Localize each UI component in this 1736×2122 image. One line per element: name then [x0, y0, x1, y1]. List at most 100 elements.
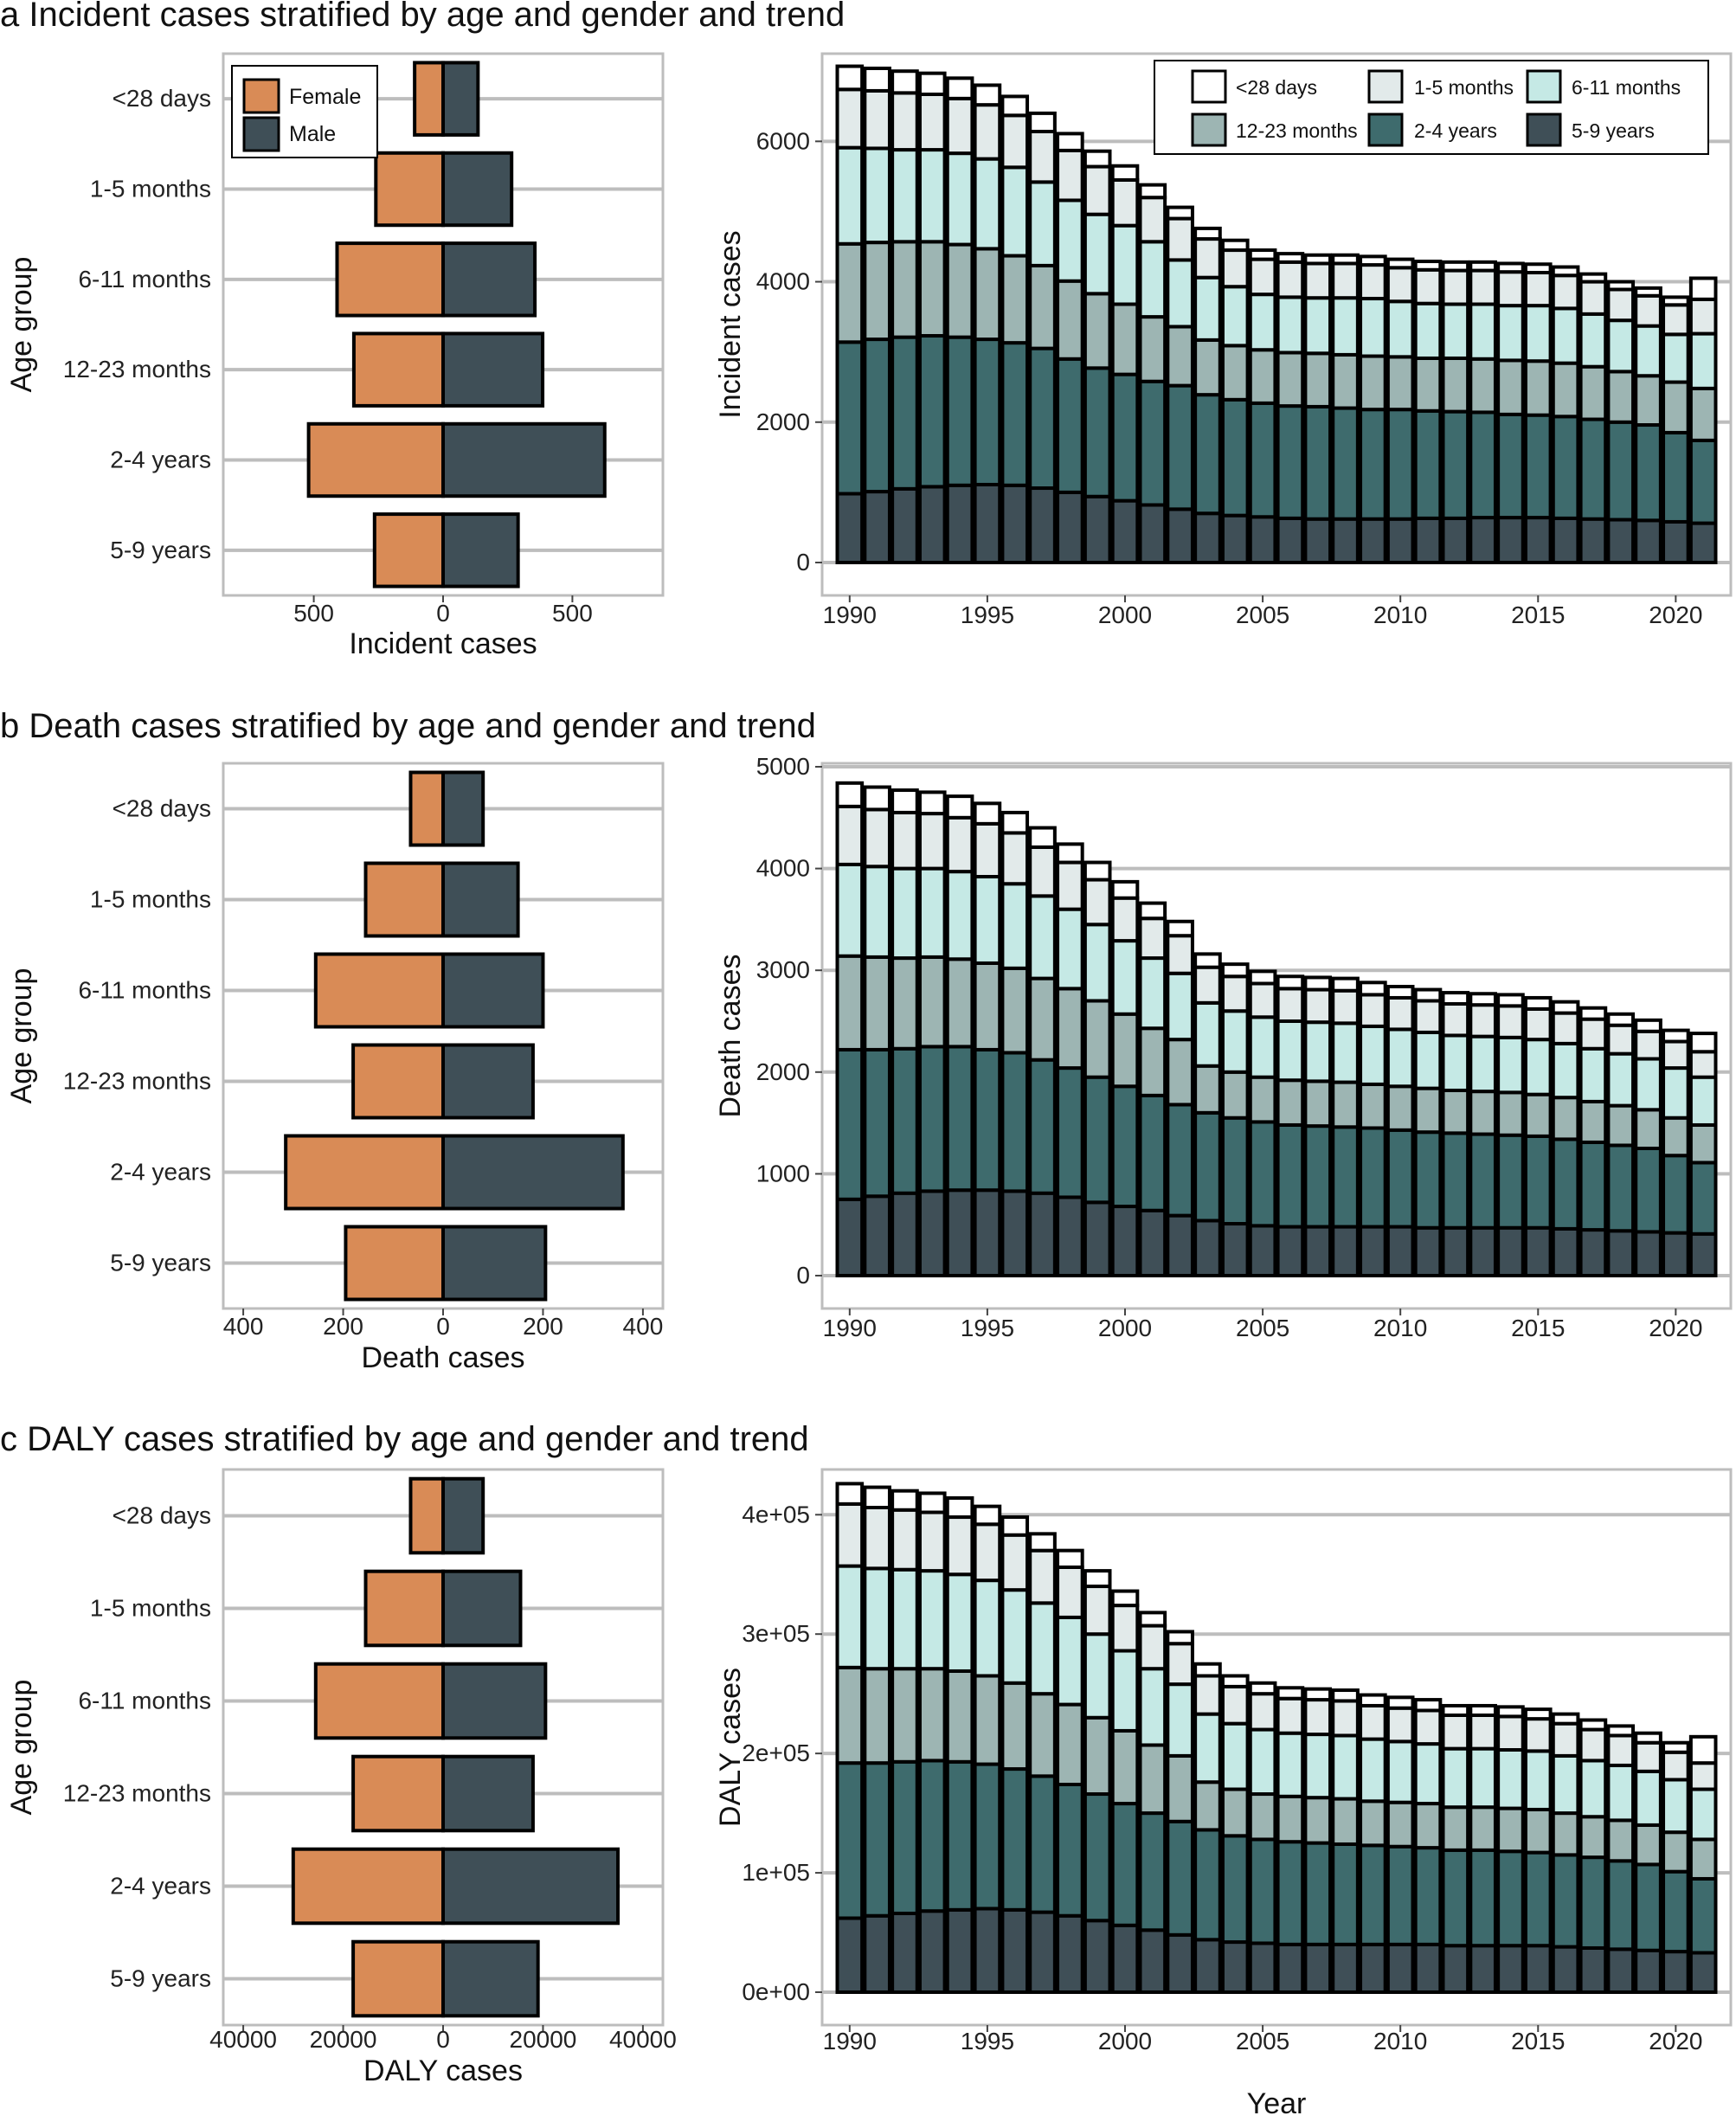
b-trend-bar-2004-2-4-years [1220, 1116, 1250, 1226]
b-trend-bar-2010-1-5-months [1386, 995, 1415, 1032]
b-trend-xtick-label: 1990 [823, 1315, 877, 1341]
b-trend-bar-1994-12-23-months [945, 957, 974, 1049]
c-trend-bar-1995-2-4-years [973, 1762, 1002, 1911]
a-trend-ytick-label: 6000 [756, 127, 810, 154]
c-trend-bar-2020-12-23-months [1662, 1830, 1690, 1874]
c-trend-bar-1996-12-23-months [1000, 1681, 1030, 1772]
b-pyramid-bar-female-lt28-days [408, 770, 445, 847]
b-trend-bar-2014-lt28-days [1496, 993, 1525, 1008]
b-trend-bar-2003-2-4-years [1193, 1110, 1222, 1223]
b-trend-bar-2006-6-11-months [1276, 1019, 1305, 1083]
b-trend-bar-2016-2-4-years [1551, 1137, 1580, 1231]
c-trend-ytick-label: 2e+05 [742, 1739, 810, 1766]
c-trend-bar-1994-1-5-months [945, 1515, 974, 1577]
b-trend-bar-2006-12-23-months [1276, 1078, 1305, 1127]
b-trend-bar-2008-6-11-months [1331, 1021, 1360, 1084]
b-pyramid-bar-female-1-5-months [363, 861, 446, 938]
b-trend-bar-2020-6-11-months [1662, 1066, 1690, 1120]
a-trend-bar-2001-12-23-months [1138, 315, 1167, 383]
a-trend-bar-2001-5-9-years [1138, 503, 1167, 564]
a-trend-bar-2004-1-5-months [1220, 248, 1250, 289]
a-trend-ytick-label: 4000 [756, 268, 810, 295]
b-trend-bar-2016-1-5-months [1551, 1011, 1580, 1045]
a-trend-bar-2020-6-11-months [1662, 332, 1690, 384]
a-pyramid-category-label-5-9-years: 5-9 years [110, 537, 211, 563]
a-trend-bar-2016-2-4-years [1551, 415, 1580, 520]
b-trend-bar-1994-lt28-days [945, 794, 974, 820]
a-trend-bar-1996-2-4-years [1000, 341, 1030, 487]
b-trend-bar-2003-lt28-days [1193, 952, 1222, 969]
b-trend-bar-2001-1-5-months [1138, 916, 1167, 961]
a-trend-bar-1991-1-5-months [863, 88, 891, 151]
b-pyramid-bar-male-lt28-days [441, 770, 485, 847]
c-trend-bar-1993-2-4-years [917, 1759, 947, 1913]
a-pyramid-category-label-lt28-days: <28 days [113, 85, 211, 112]
a-trend-bar-2001-6-11-months [1138, 240, 1167, 319]
a-trend-bar-2003-2-4-years [1193, 393, 1222, 516]
a-trend-bar-1996-5-9-years [1000, 483, 1030, 564]
b-trend-bar-1993-5-9-years [917, 1189, 947, 1277]
a-trend-bar-2014-12-23-months [1496, 358, 1525, 416]
c-trend-bar-2019-2-4-years [1634, 1862, 1662, 1952]
c-trend-bar-2008-2-4-years [1331, 1842, 1360, 1946]
c-trend-bar-1998-2-4-years [1056, 1783, 1084, 1918]
a-trend-bar-2002-5-9-years [1166, 507, 1194, 564]
a-trend-bar-1992-1-5-months [891, 91, 919, 152]
a-trend-bar-2016-lt28-days [1551, 265, 1580, 278]
panel-b-pyramid-chart: <28 days 1-5 months 6-11 months 12-23 month… [5, 762, 665, 1374]
a-trend-bar-2009-lt28-days [1359, 254, 1387, 267]
b-trend-bar-2005-5-9-years [1248, 1224, 1277, 1277]
a-pyramid-xaxis-title: Incident cases [349, 627, 537, 660]
b-pyramid-bar-female-12-23-months [351, 1043, 445, 1120]
a-trend-bar-1995-1-5-months [973, 103, 1002, 161]
c-pyramid-bar-male-2-4-years [441, 1847, 620, 1926]
b-pyramid-bar-female-2-4-years [284, 1134, 445, 1211]
a-trend-bar-2002-1-5-months [1166, 216, 1194, 262]
a-trend-bar-2016-1-5-months [1551, 273, 1580, 311]
c-trend-bar-2005-2-4-years [1248, 1837, 1277, 1945]
b-trend-bar-2006-lt28-days [1276, 974, 1305, 991]
b-trend-bar-2009-1-5-months [1359, 993, 1387, 1028]
b-trend-bar-1998-5-9-years [1056, 1195, 1084, 1277]
b-trend-bar-2011-5-9-years [1413, 1225, 1443, 1278]
b-pyramid-yaxis-title: Age group [5, 968, 38, 1104]
a-pyramid-bar-male-12-23-months [441, 331, 545, 408]
b-trend-bar-2005-1-5-months [1248, 981, 1277, 1019]
a-trend-bar-1994-1-5-months [945, 96, 974, 156]
c-trend-bar-1991-2-4-years [863, 1761, 891, 1918]
b-trend-bar-2017-5-9-years [1578, 1228, 1608, 1277]
a-trend-bar-2014-1-5-months [1496, 270, 1525, 308]
b-trend-bar-2014-12-23-months [1496, 1090, 1525, 1137]
a-trend-bar-2001-1-5-months [1138, 196, 1167, 244]
b-trend-ytick-label: 1000 [756, 1160, 810, 1186]
c-trend-bar-2013-6-11-months [1469, 1746, 1497, 1810]
a-trend-bar-1993-2-4-years [917, 334, 947, 489]
c-trend-bar-1996-1-5-months [1000, 1533, 1030, 1592]
b-trend-bar-2008-5-9-years [1331, 1225, 1360, 1278]
c-trend-bar-2009-6-11-months [1359, 1737, 1387, 1804]
c-trend-bar-2019-1-5-months [1634, 1740, 1662, 1773]
b-trend-bar-2006-1-5-months [1276, 987, 1305, 1024]
b-trend-bar-2002-6-11-months [1166, 971, 1194, 1042]
c-trend-bar-1997-lt28-days [1028, 1532, 1057, 1553]
a-trend-bar-2017-2-4-years [1578, 417, 1608, 521]
legend-swatch-female [242, 78, 280, 114]
b-trend-bar-2020-5-9-years [1662, 1231, 1690, 1278]
a-trend-bar-2003-6-11-months [1193, 275, 1222, 342]
c-pyramid-bar-female-5-9-years [351, 1939, 445, 2018]
a-trend-bar-1994-12-23-months [945, 242, 974, 339]
b-trend-bar-2003-5-9-years [1193, 1219, 1222, 1277]
b-trend-bar-1995-12-23-months [973, 961, 1002, 1051]
a-trend-bar-1999-lt28-days [1083, 149, 1112, 169]
a-trend-bar-2005-1-5-months [1248, 257, 1277, 297]
c-pyramid-bar-female-12-23-months [351, 1754, 445, 1833]
b-pyramid-bar-female-6-11-months [313, 952, 445, 1029]
a-trend-bar-2015-lt28-days [1523, 262, 1553, 275]
c-trend-bar-2018-1-5-months [1606, 1733, 1636, 1767]
c-trend-bar-2013-5-9-years [1469, 1944, 1497, 1994]
b-trend-bar-2011-lt28-days [1413, 987, 1443, 1003]
legend-swatch-lt28-days [1191, 69, 1227, 104]
a-trend-bar-1992-12-23-months [891, 240, 919, 339]
a-trend-bar-2015-1-5-months [1523, 271, 1553, 308]
c-trend-bar-2018-5-9-years [1606, 1947, 1636, 1994]
